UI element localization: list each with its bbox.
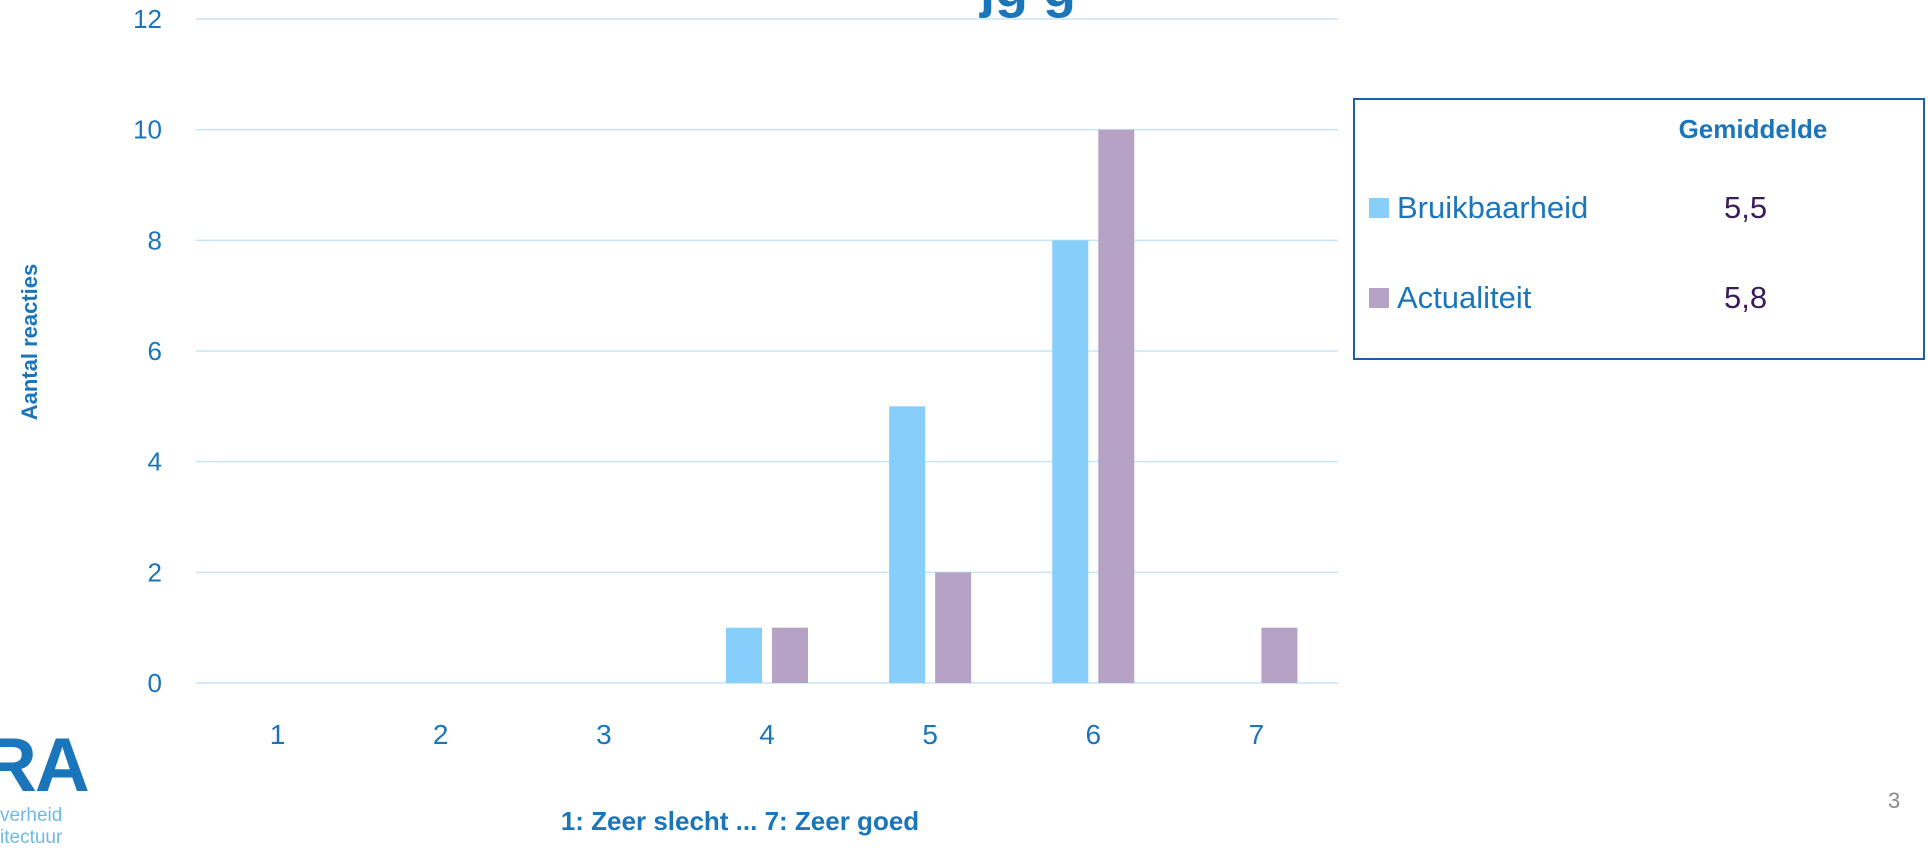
bar-actualiteit-4: [772, 627, 808, 683]
logo-text-line1: verheid: [0, 805, 63, 826]
legend: Gemiddelde Bruikbaarheid 5,5 Actualiteit…: [1353, 98, 1925, 360]
legend-header: Gemiddelde: [1678, 114, 1828, 144]
x-axis-label: 1: Zeer slecht ... 7: Zeer goed: [560, 806, 920, 836]
x-tick-labels: 1 2 3 4 5 6 7: [270, 719, 1264, 750]
y-tick-label: 10: [133, 115, 162, 145]
x-tick-label: 3: [596, 719, 612, 750]
bar-bruikbaarheid-6: [1052, 240, 1089, 684]
chart-title-fragment: jg g: [980, 0, 1076, 16]
bar-bruikbaarheid-5: [889, 406, 926, 683]
bar-actualiteit-7: [1261, 627, 1298, 683]
x-tick-label: 5: [922, 719, 938, 750]
y-tick-label: 0: [148, 668, 162, 698]
bar-bruikbaarheid-4: [726, 627, 762, 683]
logo: RA: [0, 723, 90, 808]
legend-label: Actualiteit: [1397, 280, 1532, 315]
y-axis-label: Aantal reacties: [17, 263, 42, 421]
y-tick-labels: 0 2 4 6 8 10 12: [133, 4, 162, 698]
legend-average: 5,5: [1724, 190, 1768, 225]
y-tick-label: 12: [133, 4, 162, 34]
legend-swatch: [1369, 288, 1389, 308]
legend-item-actualiteit: Actualiteit 5,8: [1369, 278, 1909, 318]
y-tick-label: 4: [148, 447, 162, 477]
logo-text-line2: itectuur: [0, 827, 63, 848]
legend-average: 5,8: [1724, 280, 1768, 315]
legend-label: Bruikbaarheid: [1397, 190, 1589, 225]
legend-item-bruikbaarheid: Bruikbaarheid 5,5: [1369, 188, 1909, 228]
bar-actualiteit-5: [935, 572, 972, 683]
page-number: 3: [1888, 788, 1901, 813]
y-tick-label: 8: [148, 225, 162, 255]
x-tick-label: 1: [270, 719, 286, 750]
legend-swatch: [1369, 198, 1389, 218]
x-tick-label: 7: [1249, 719, 1265, 750]
x-tick-label: 4: [759, 719, 775, 750]
x-tick-label: 6: [1085, 719, 1101, 750]
x-tick-label: 2: [433, 719, 449, 750]
bars: [726, 129, 1298, 684]
y-tick-label: 6: [148, 336, 162, 366]
y-tick-label: 2: [148, 557, 162, 587]
gridlines: [196, 18, 1338, 684]
bar-actualiteit-6: [1098, 129, 1135, 683]
